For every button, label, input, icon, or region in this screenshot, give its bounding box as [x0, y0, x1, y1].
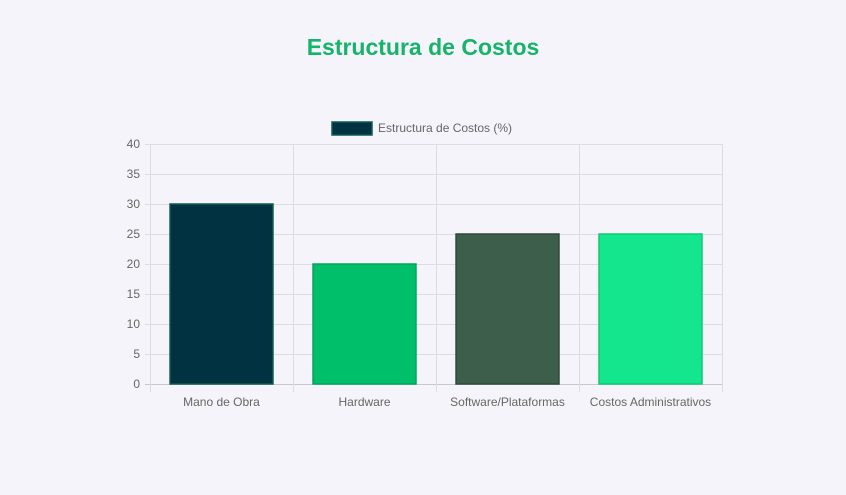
legend-label[interactable]: Estructura de Costos (%) — [378, 121, 512, 135]
y-tick-label: 20 — [127, 257, 141, 271]
x-tick-label: Costos Administrativos — [590, 395, 711, 409]
bar[interactable] — [598, 233, 703, 385]
y-axis: 0 5 10 15 20 25 30 35 40 — [127, 137, 141, 391]
y-tick-label: 5 — [133, 347, 140, 361]
chart-title: Estructura de Costos — [306, 34, 540, 60]
y-tick-label: 10 — [127, 317, 141, 331]
y-tick-label: 15 — [127, 287, 141, 301]
bar[interactable] — [312, 263, 417, 385]
legend[interactable]: Estructura de Costos (%) — [331, 121, 512, 136]
y-tick-label: 40 — [127, 137, 141, 151]
x-tick-label: Mano de Obra — [183, 395, 260, 409]
x-axis: Mano de Obra Hardware Software/Plataformas… — [183, 395, 711, 409]
x-tick-label: Software/Plataformas — [450, 395, 565, 409]
bar[interactable] — [455, 233, 560, 385]
x-tick-label: Hardware — [338, 395, 390, 409]
legend-swatch[interactable] — [331, 121, 373, 136]
bar[interactable] — [169, 203, 274, 385]
y-tick-label: 0 — [133, 377, 140, 391]
y-tick-label: 30 — [127, 197, 141, 211]
y-tick-label: 25 — [127, 227, 141, 241]
bars — [169, 203, 703, 385]
y-tick-label: 35 — [127, 167, 141, 181]
